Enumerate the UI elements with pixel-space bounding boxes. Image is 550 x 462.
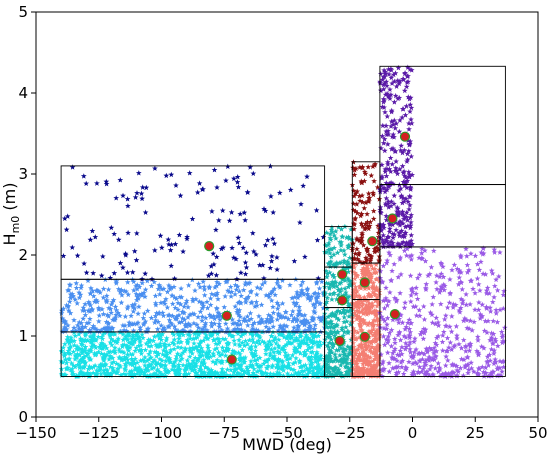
- y-axis-label-unit: (m): [0, 183, 19, 216]
- y-tick-label: 2: [18, 246, 28, 264]
- cluster-box: [60, 165, 326, 280]
- cluster-center: [337, 269, 348, 280]
- y-axis-label: Hm0 (m): [0, 183, 22, 246]
- x-tick-label: −25: [334, 424, 366, 442]
- x-tick-label: 0: [408, 424, 418, 442]
- x-tick-label: −75: [208, 424, 240, 442]
- cluster-center: [359, 331, 370, 342]
- y-tick-label: 0: [18, 408, 28, 426]
- cluster-center: [359, 277, 370, 288]
- cluster-center: [334, 335, 345, 346]
- y-tick-label: 5: [18, 3, 28, 21]
- x-tick-label: −100: [141, 424, 182, 442]
- y-axis-label-sub: m0: [9, 216, 22, 234]
- y-tick-label: 3: [18, 165, 28, 183]
- x-tick-label: 50: [528, 424, 547, 442]
- y-axis-label-main: H: [0, 233, 19, 245]
- x-axis-label: MWD (deg): [242, 435, 332, 454]
- x-tick-label: −50: [271, 424, 303, 442]
- x-tick-label: 25: [466, 424, 485, 442]
- y-tick-label: 1: [18, 327, 28, 345]
- cluster-boxes: [60, 65, 506, 377]
- cluster-center: [204, 241, 215, 252]
- y-tick-label: 4: [18, 84, 28, 102]
- cluster-center: [389, 309, 400, 320]
- x-tick-label: −125: [78, 424, 119, 442]
- cluster-center: [337, 295, 348, 306]
- cluster-box: [379, 65, 506, 186]
- y-axis: 0 1 2 3 4 5: [18, 3, 36, 426]
- cluster-center: [226, 354, 237, 365]
- cluster-center: [221, 310, 232, 321]
- x-axis: −150 −125 −100 −75 −50 −25 0 25 50: [15, 417, 548, 442]
- cluster-center: [387, 213, 398, 224]
- cluster-centers: [204, 131, 411, 365]
- x-tick-label: −150: [15, 424, 56, 442]
- cluster-center: [399, 131, 411, 142]
- cluster-center: [367, 236, 378, 247]
